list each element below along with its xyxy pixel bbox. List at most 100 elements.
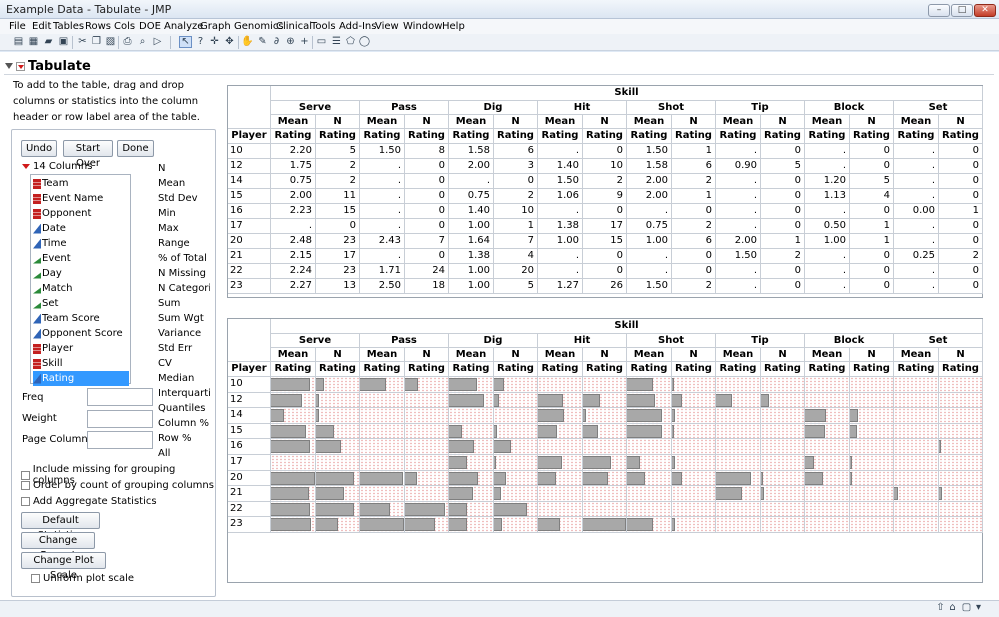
menu-add-ins[interactable]: Add-Ins	[339, 21, 377, 32]
column-list[interactable]: Team Event Name Opponent Date Time Event Day Ma…	[30, 174, 131, 386]
stat-mean-header[interactable]: Mean	[627, 348, 672, 362]
close-button[interactable]: ✕	[974, 4, 996, 17]
column-event[interactable]: Event	[33, 251, 129, 266]
skill-serve-header[interactable]: Serve	[271, 101, 360, 115]
lasso-tool-icon[interactable]: ∂	[273, 36, 280, 47]
analysis-var-header[interactable]: Rating	[583, 129, 627, 144]
stat-n-header[interactable]: N	[672, 348, 716, 362]
stat-mean-header[interactable]: Mean	[716, 348, 761, 362]
analysis-var-header[interactable]: Rating	[449, 362, 494, 377]
skill-hit-header[interactable]: Hit	[538, 101, 627, 115]
analysis-var-header[interactable]: Rating	[449, 129, 494, 144]
menu-graph[interactable]: Graph	[200, 21, 231, 32]
print-icon[interactable]: ⎙	[123, 36, 132, 47]
stat-n-header[interactable]: N	[939, 115, 983, 129]
stat-n-header[interactable]: N	[672, 115, 716, 129]
tabulate-plot-table[interactable]: Skill Serve Mean Rating N Rating Pass Mean Ratin…	[227, 318, 983, 583]
stat-mean-header[interactable]: Mean	[449, 348, 494, 362]
brush-tool-icon[interactable]: ✎	[258, 36, 267, 47]
platform-outline[interactable]: Tabulate	[5, 58, 91, 74]
stat-std-err[interactable]: Std Err	[158, 343, 193, 354]
stat-n-header[interactable]: N	[405, 348, 449, 362]
red-triangle-menu-icon[interactable]	[16, 61, 25, 71]
column-team-score[interactable]: Team Score	[33, 311, 129, 326]
stat-mean-header[interactable]: Mean	[894, 115, 939, 129]
done-button[interactable]: Done	[117, 140, 154, 157]
stat-mean-header[interactable]: Mean	[360, 115, 405, 129]
stat-n-header[interactable]: N	[761, 348, 805, 362]
grabber-tool-icon[interactable]: ✋	[241, 36, 254, 47]
magnifier-tool-icon[interactable]: ⊕	[286, 36, 295, 47]
analysis-var-header[interactable]: Rating	[939, 129, 983, 144]
menu-tools[interactable]: Tools	[311, 21, 336, 32]
undo-button[interactable]: Undo	[21, 140, 57, 157]
stat-mean-header[interactable]: Mean	[716, 115, 761, 129]
stat-max[interactable]: Max	[158, 223, 179, 234]
menu-edit[interactable]: Edit	[32, 21, 52, 32]
scroller-tool-icon[interactable]: ✥	[225, 36, 234, 47]
columns-header[interactable]: 14 Columns	[22, 161, 92, 172]
analysis-var-header[interactable]: Rating	[494, 129, 538, 144]
analysis-var-header[interactable]: Rating	[316, 129, 360, 144]
analysis-var-header[interactable]: Rating	[271, 129, 316, 144]
stat-mean[interactable]: Mean	[158, 178, 186, 189]
skill-dig-header[interactable]: Dig	[449, 101, 538, 115]
analysis-var-header[interactable]: Rating	[805, 129, 850, 144]
cut-icon[interactable]: ✂	[78, 36, 87, 47]
stat-n-header[interactable]: N	[939, 348, 983, 362]
line-tool-icon[interactable]: ☰	[332, 36, 341, 47]
skill-header[interactable]: Skill	[271, 319, 983, 334]
analysis-var-header[interactable]: Rating	[538, 129, 583, 144]
analysis-var-header[interactable]: Rating	[716, 362, 761, 377]
page-column-drop-zone[interactable]	[87, 431, 153, 449]
skill-pass-header[interactable]: Pass	[360, 101, 449, 115]
stat-n-header[interactable]: N	[316, 348, 360, 362]
analysis-var-header[interactable]: Rating	[360, 362, 405, 377]
menu-cols[interactable]: Cols	[114, 21, 136, 32]
skill-set-header[interactable]: Set	[894, 101, 983, 115]
run-script-icon[interactable]: ▷	[153, 36, 162, 47]
stat-row-[interactable]: Row %	[158, 433, 192, 444]
analysis-var-header[interactable]: Rating	[405, 362, 449, 377]
column-skill[interactable]: Skill	[33, 356, 129, 371]
skill-block-header[interactable]: Block	[805, 334, 894, 348]
player-row-header[interactable]: Player	[228, 362, 271, 377]
analysis-var-header[interactable]: Rating	[494, 362, 538, 377]
analysis-var-header[interactable]: Rating	[627, 362, 672, 377]
tabulate-table[interactable]: Skill Serve Mean Rating N Rating Pass Mean Ratin…	[227, 85, 983, 298]
analysis-var-header[interactable]: Rating	[716, 129, 761, 144]
stat-mean-header[interactable]: Mean	[449, 115, 494, 129]
stat-all[interactable]: All	[158, 448, 171, 459]
menu-file[interactable]: File	[9, 21, 26, 32]
stat--of-total[interactable]: % of Total	[158, 253, 207, 264]
analysis-var-header[interactable]: Rating	[761, 129, 805, 144]
change-plot-scale-button[interactable]: Change Plot Scale	[21, 552, 106, 581]
stat-mean-header[interactable]: Mean	[538, 115, 583, 129]
include-missing-checkbox[interactable]: Include missing for grouping columns	[21, 464, 215, 486]
menu-genomics[interactable]: Genomics	[234, 21, 284, 32]
menu-help[interactable]: Help	[442, 21, 465, 32]
skill-tip-header[interactable]: Tip	[716, 334, 805, 348]
arrow-tool-icon[interactable]: ↖	[179, 36, 192, 48]
skill-shot-header[interactable]: Shot	[627, 101, 716, 115]
help-tool-icon[interactable]: ?	[197, 36, 204, 47]
menu-rows[interactable]: Rows	[85, 21, 112, 32]
stat-mean-header[interactable]: Mean	[271, 348, 316, 362]
skill-tip-header[interactable]: Tip	[716, 101, 805, 115]
analysis-var-header[interactable]: Rating	[360, 129, 405, 144]
order-by-count-checkbox[interactable]: Order by count of grouping columns	[21, 480, 214, 491]
stat-min[interactable]: Min	[158, 208, 176, 219]
menu-window[interactable]: Window	[403, 21, 443, 32]
annotate-tool-icon[interactable]: ▭	[316, 36, 327, 47]
stat-median[interactable]: Median	[158, 373, 195, 384]
analysis-var-header[interactable]: Rating	[850, 129, 894, 144]
stat-n-header[interactable]: N	[583, 115, 627, 129]
column-date[interactable]: Date	[33, 221, 129, 236]
stat-cv[interactable]: CV	[158, 358, 172, 369]
add-aggregate-checkbox[interactable]: Add Aggregate Statistics	[21, 496, 157, 507]
stat-n-header[interactable]: N	[316, 115, 360, 129]
analysis-var-header[interactable]: Rating	[805, 362, 850, 377]
default-statistics-button[interactable]: Default Statistics	[21, 512, 100, 541]
stat-interquarti[interactable]: Interquarti	[158, 388, 210, 399]
column-player[interactable]: Player	[33, 341, 129, 356]
